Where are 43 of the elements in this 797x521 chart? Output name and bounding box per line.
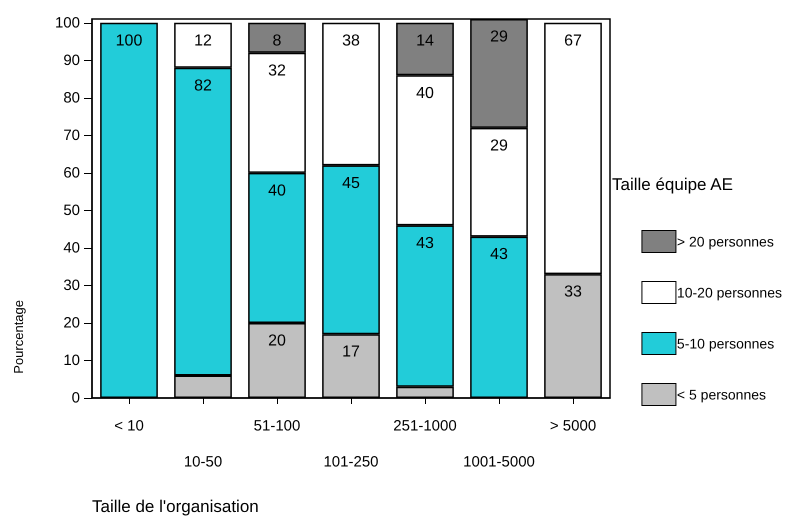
x-tick-label: 10-50 (184, 454, 222, 470)
data-label: 33 (564, 284, 582, 301)
x-tick-label: 1001-5000 (463, 454, 535, 470)
y-tick-label: 80 (63, 89, 80, 106)
legend-label: 5-10 personnes (676, 336, 774, 352)
x-tick-label: 51-100 (254, 418, 300, 434)
x-tick-label: 101-250 (323, 454, 379, 470)
data-label: 43 (416, 234, 434, 252)
legend-title: Taille équipe AE (612, 175, 733, 194)
data-label: 40 (268, 182, 286, 200)
data-label: 43 (490, 246, 508, 264)
y-tick-label: 90 (63, 52, 80, 69)
x-tick-label: < 10 (114, 418, 144, 434)
data-label: 38 (342, 32, 360, 50)
data-label: 40 (416, 84, 434, 102)
y-tick-label: 60 (63, 164, 80, 182)
x-tick-label: > 5000 (550, 418, 596, 434)
data-label: 67 (564, 32, 582, 50)
data-label: 32 (268, 62, 286, 80)
data-label: 8 (272, 32, 282, 50)
y-tick-label: 70 (63, 126, 80, 144)
y-tick-label: 100 (54, 14, 80, 32)
data-label: 45 (342, 174, 360, 192)
data-label: 29 (490, 137, 508, 154)
y-tick-label: 0 (72, 390, 80, 406)
data-label: 14 (416, 32, 434, 50)
data-label: 17 (342, 344, 360, 361)
data-label: 100 (116, 32, 142, 50)
y-tick-label: 30 (63, 276, 80, 294)
data-label: 12 (194, 32, 212, 50)
y-tick-label: 20 (63, 314, 80, 332)
legend-label: 10-20 personnes (676, 284, 782, 300)
x-axis-title: Taille de l'organisation (92, 497, 259, 516)
data-label: 20 (268, 332, 286, 350)
y-axis-title: Pourcentage (11, 300, 26, 374)
x-tick-label: 251-1000 (393, 418, 457, 434)
y-tick-label: 10 (63, 352, 80, 369)
data-label: 29 (490, 28, 508, 46)
legend-label: < 5 personnes (676, 386, 766, 402)
data-label: 82 (194, 77, 212, 94)
y-tick-label: 50 (63, 202, 80, 219)
legend-label: > 20 personnes (676, 234, 774, 250)
y-tick-label: 40 (63, 239, 80, 256)
